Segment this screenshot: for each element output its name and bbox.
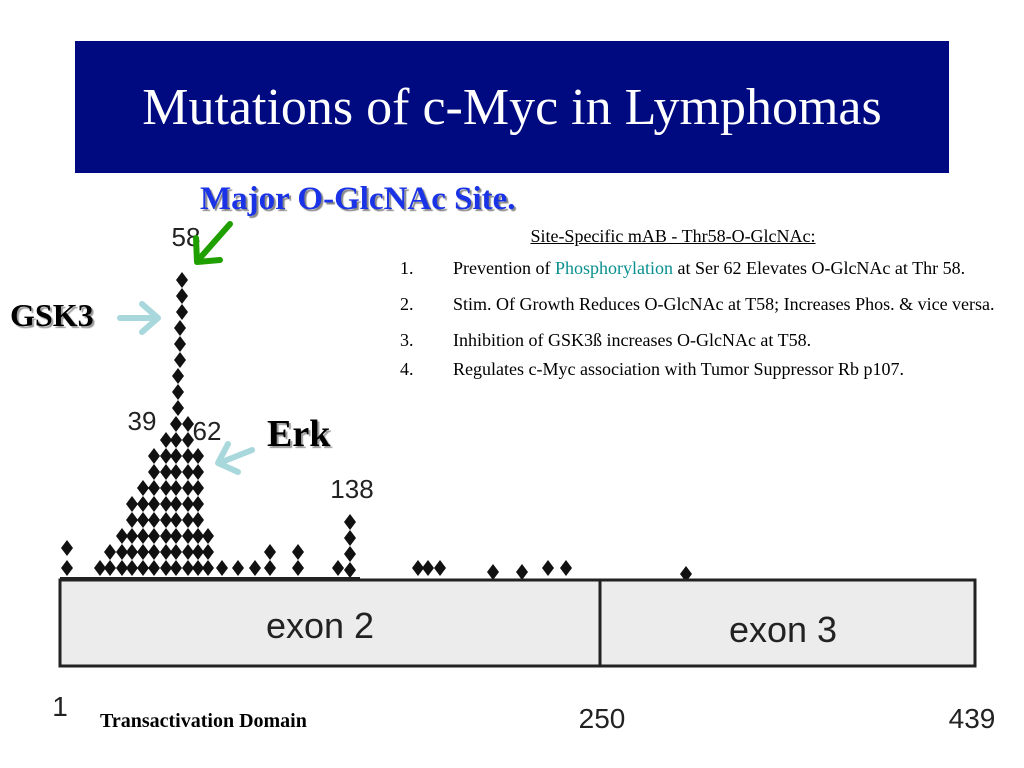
item-text-post: at Ser 62 Elevates O-GlcNAc at Thr 58. [673, 258, 966, 278]
protein-bar [58, 578, 977, 668]
list-number: 1. [400, 258, 414, 278]
position-39-label: 39 [128, 406, 157, 436]
item-text: Stim. Of Growth Reduces O-GlcNAc at T58;… [453, 294, 995, 314]
gsk3-label: GSK3 [10, 297, 94, 333]
slide-title: Mutations of c-Myc in Lymphomas [142, 78, 882, 136]
erk-label: Erk [267, 413, 331, 455]
list-number: 2. [400, 294, 414, 314]
axis-end-label: 439 [949, 703, 996, 734]
position-62-label: 62 [193, 416, 222, 446]
info-list: 1. Prevention of Phosphorylation at Ser … [398, 250, 1008, 380]
list-item: 2. Stim. Of Growth Reduces O-GlcNAc at T… [398, 286, 1008, 322]
major-site-label: Major O-GlcNAc Site. [200, 181, 516, 217]
axis-mid-label: 250 [579, 703, 626, 734]
position-138-label: 138 [330, 474, 373, 504]
list-item: 4. Regulates c-Myc association with Tumo… [398, 358, 1008, 380]
item-text: Inhibition of GSK3ß increases O-GlcNAc a… [453, 330, 812, 350]
list-number: 4. [400, 359, 414, 379]
list-number: 3. [400, 330, 414, 350]
green-arrow-icon [193, 221, 233, 265]
exon-2-label: exon 2 [266, 605, 374, 646]
list-item: 3. Inhibition of GSK3ß increases O-GlcNA… [398, 322, 1008, 358]
list-item: 1. Prevention of Phosphorylation at Ser … [398, 250, 1008, 286]
erk-arrow-icon [215, 441, 255, 475]
axis-start-label: 1 [52, 691, 68, 722]
item-text-pre: Prevention of [453, 258, 555, 278]
info-panel: Site-Specific mAB - Thr58-O-GlcNAc: 1. P… [398, 222, 1008, 380]
info-heading: Site-Specific mAB - Thr58-O-GlcNAc: [530, 226, 816, 246]
phosphorylation-highlight: Phosphorylation [554, 258, 673, 278]
title-bar: Mutations of c-Myc in Lymphomas [75, 41, 949, 173]
exon-3-label: exon 3 [729, 609, 837, 650]
transactivation-domain-label: Transactivation Domain [100, 710, 307, 732]
item-text: Regulates c-Myc association with Tumor S… [453, 359, 904, 379]
gsk3-arrow-icon [117, 301, 161, 335]
